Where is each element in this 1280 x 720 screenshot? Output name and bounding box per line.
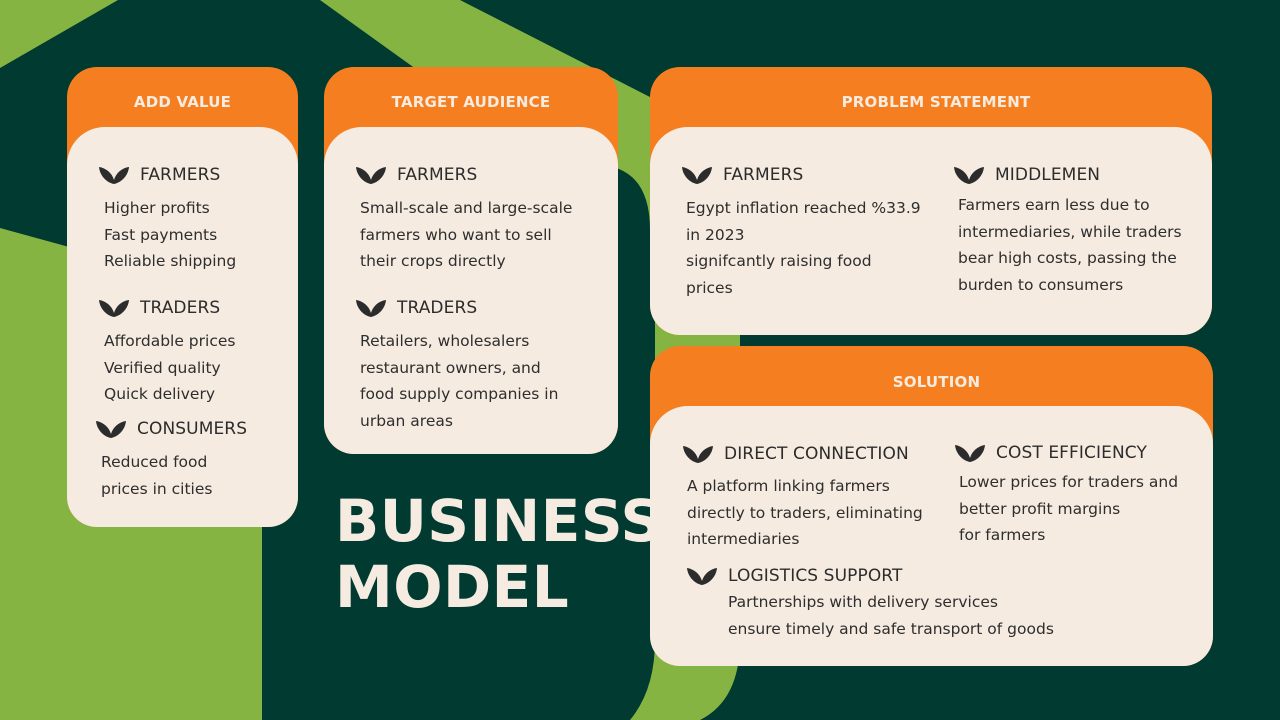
list-item: better profit margins (959, 499, 1121, 518)
list-item: food supply companies in (360, 385, 559, 404)
solution-direct-connection: DIRECT CONNECTION A platform linking far… (682, 442, 923, 553)
target-audience-body: FARMERS Small-scale and large-scale farm… (324, 127, 618, 454)
leaf-icon (356, 167, 386, 184)
add-value-card: ADD VALUE FARMERS Higher profits Fast pa… (67, 67, 298, 527)
page-title-line1: BUSINESS (335, 487, 663, 555)
section-title: LOGISTICS SUPPORT (728, 566, 903, 586)
list-item: directly to traders, eliminating (687, 503, 923, 522)
add-value-farmers: FARMERS Higher profits Fast payments Rel… (98, 163, 236, 275)
list-item: Fast payments (104, 225, 218, 244)
solution-card: SOLUTION DIRECT CONNECTION A platform li… (650, 346, 1213, 666)
leaf-icon (99, 300, 129, 317)
list-item: intermediaries (687, 530, 800, 549)
problem-statement-body: FARMERS Egypt inflation reached %33.9 in… (650, 127, 1212, 335)
solution-cost-efficiency: COST EFFICIENCY Lower prices for traders… (954, 441, 1178, 549)
list-item: Farmers earn less due to (958, 196, 1150, 214)
leaf-icon (682, 167, 712, 184)
list-item: Retailers, wholesalers (360, 332, 530, 350)
problem-statement-card: PROBLEM STATEMENT FARMERS Egypt inflatio… (650, 67, 1212, 335)
list-item: bear high costs, passing the (958, 249, 1177, 268)
list-item: Egypt inflation reached %33.9 (686, 199, 921, 217)
list-item: Lower prices for traders and (959, 473, 1179, 491)
solution-logistics-support: LOGISTICS SUPPORT Partnerships with deli… (686, 564, 1054, 642)
list-item: Partnerships with delivery services (728, 593, 998, 611)
leaf-icon (99, 167, 129, 184)
list-item: signifcantly raising food (686, 252, 872, 271)
add-value-traders: TRADERS Affordable prices Verified quali… (98, 296, 235, 408)
solution-title: SOLUTION (892, 373, 981, 391)
leaf-icon (96, 421, 126, 438)
add-value-consumers: CONSUMERS Reduced food prices in cities (95, 417, 247, 502)
leaf-icon (954, 167, 984, 184)
list-item: Reliable shipping (104, 252, 237, 271)
section-title: MIDDLEMEN (995, 165, 1101, 185)
add-value-body: FARMERS Higher profits Fast payments Rel… (67, 127, 298, 527)
problem-farmers: FARMERS Egypt inflation reached %33.9 in… (681, 163, 921, 301)
list-item: A platform linking farmers (687, 477, 890, 495)
section-title: DIRECT CONNECTION (724, 444, 909, 464)
list-item: urban areas (360, 411, 453, 430)
leaf-icon (683, 446, 713, 463)
section-title: TRADERS (397, 298, 478, 318)
section-title: TRADERS (140, 298, 221, 318)
target-audience-card: TARGET AUDIENCE FARMERS Small-scale and … (324, 67, 618, 454)
list-item: burden to consumers (958, 275, 1124, 294)
list-item: prices (686, 278, 733, 297)
leaf-icon (687, 568, 717, 585)
list-item: Reduced food (101, 453, 208, 471)
section-title: FARMERS (397, 165, 478, 185)
list-item: restaurant owners, and (360, 358, 541, 377)
list-item: Quick delivery (104, 385, 215, 404)
list-item: Small-scale and large-scale (360, 199, 573, 217)
list-item: their crops directly (360, 252, 506, 271)
target-audience-farmers: FARMERS Small-scale and large-scale farm… (355, 163, 572, 275)
list-item: Verified quality (104, 358, 221, 377)
section-title: COST EFFICIENCY (996, 443, 1147, 463)
page-title-line2: MODEL (335, 553, 570, 621)
list-item: for farmers (959, 526, 1046, 545)
section-title: FARMERS (140, 165, 221, 185)
list-item: ensure timely and safe transport of good… (728, 619, 1054, 638)
list-item: intermediaries, while traders (958, 222, 1182, 241)
target-audience-traders: TRADERS Retailers, wholesalers restauran… (355, 296, 558, 434)
page-title: BUSINESS MODEL (335, 488, 663, 620)
list-item: farmers who want to sell (360, 225, 552, 244)
add-value-title: ADD VALUE (133, 93, 232, 111)
section-title: CONSUMERS (137, 419, 248, 439)
solution-body: DIRECT CONNECTION A platform linking far… (650, 406, 1213, 666)
leaf-icon (356, 300, 386, 317)
target-audience-title: TARGET AUDIENCE (391, 93, 551, 111)
list-item: in 2023 (686, 225, 745, 244)
list-item: Higher profits (104, 199, 210, 217)
section-title: FARMERS (723, 165, 804, 185)
list-item: Affordable prices (104, 332, 236, 350)
list-item: prices in cities (101, 479, 213, 498)
problem-statement-title: PROBLEM STATEMENT (841, 93, 1031, 111)
leaf-icon (955, 445, 985, 462)
problem-middlemen: MIDDLEMEN Farmers earn less due to inter… (953, 163, 1182, 298)
